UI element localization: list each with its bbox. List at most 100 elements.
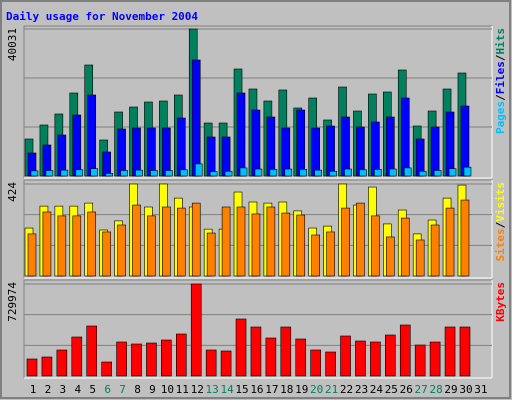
bar (177, 117, 186, 177)
bar (254, 168, 263, 177)
x-tick-label: 29 (444, 383, 457, 396)
bar (266, 206, 276, 277)
bar (296, 109, 306, 177)
bar (191, 59, 201, 177)
bar (177, 207, 186, 277)
bar (26, 358, 38, 377)
bar (135, 169, 143, 177)
legend: Pages/Files/Hits (494, 28, 507, 134)
x-tick-label: 21 (325, 383, 338, 396)
bar (311, 234, 320, 277)
bar (101, 361, 112, 377)
y-tick-label: 729974 (6, 282, 19, 322)
x-tick-label: 6 (104, 383, 111, 396)
bar (389, 168, 397, 177)
bar (162, 127, 171, 177)
bar (75, 169, 84, 177)
bar (356, 126, 365, 177)
x-tick-label: 18 (280, 383, 293, 396)
x-tick-label: 13 (206, 383, 219, 396)
bar (27, 233, 37, 277)
bar (251, 109, 261, 177)
bar (266, 116, 276, 177)
x-tick-label: 30 (459, 383, 472, 396)
legend-entry: KBytes (494, 282, 507, 322)
bar (341, 207, 350, 277)
x-tick-label: 12 (191, 383, 204, 396)
bar (251, 213, 261, 277)
bar (194, 163, 203, 177)
bar (239, 167, 248, 177)
bar (280, 326, 292, 377)
bar (269, 169, 278, 177)
bar (120, 170, 128, 177)
bar (444, 326, 456, 377)
x-tick-label: 23 (355, 383, 368, 396)
bar (60, 169, 69, 177)
bar (374, 169, 382, 177)
bar (415, 239, 425, 277)
bar (57, 215, 67, 277)
x-tick-label: 8 (134, 383, 141, 396)
chart-title: Daily usage for November 2004 (6, 10, 198, 23)
bar (370, 341, 381, 377)
bar (281, 212, 291, 277)
bar (221, 136, 231, 177)
bar (400, 97, 410, 177)
x-tick-label: 28 (429, 383, 442, 396)
bar (132, 127, 141, 177)
bar (326, 231, 335, 277)
bar (463, 166, 472, 177)
bar (205, 349, 217, 377)
bar (176, 333, 187, 377)
x-tick-label: 25 (385, 383, 398, 396)
bar (403, 167, 412, 177)
bar (400, 217, 410, 277)
legend-separator: / (494, 54, 507, 61)
bar (386, 116, 395, 177)
bar (371, 121, 380, 177)
x-tick-label: 10 (161, 383, 174, 396)
legend-entry: Files (494, 61, 507, 94)
bar (460, 199, 470, 277)
x-tick-label: 31 (474, 383, 487, 396)
bar (191, 202, 201, 277)
x-tick-label: 14 (220, 383, 234, 396)
bar (161, 339, 172, 377)
x-tick-label: 2 (45, 383, 52, 396)
bar (265, 337, 277, 377)
bar (399, 324, 411, 377)
legend-entry: Pages (494, 101, 507, 134)
bar (371, 215, 380, 277)
bar (165, 170, 173, 177)
bar (355, 340, 366, 377)
x-tick-label: 24 (370, 383, 384, 396)
bar (359, 169, 367, 177)
bar (414, 344, 426, 377)
bar (150, 170, 158, 177)
bar (41, 356, 53, 377)
bar (299, 169, 308, 177)
x-tick-label: 20 (310, 383, 323, 396)
x-tick-label: 22 (340, 383, 353, 396)
x-tick-label: 7 (119, 383, 126, 396)
bar (445, 207, 455, 277)
bar (415, 138, 425, 177)
bar (250, 326, 262, 377)
bar (344, 168, 352, 177)
x-tick-label: 4 (74, 383, 81, 396)
bar (448, 168, 457, 177)
bar (116, 341, 127, 377)
x-tick-label: 15 (235, 383, 248, 396)
bar (146, 342, 157, 377)
bar (87, 211, 97, 277)
bar (236, 92, 246, 177)
bar (220, 350, 232, 377)
bar (42, 211, 52, 277)
bar (418, 170, 427, 177)
bar (445, 111, 455, 177)
bar (147, 127, 156, 177)
bar (310, 349, 321, 377)
bar (72, 114, 82, 177)
